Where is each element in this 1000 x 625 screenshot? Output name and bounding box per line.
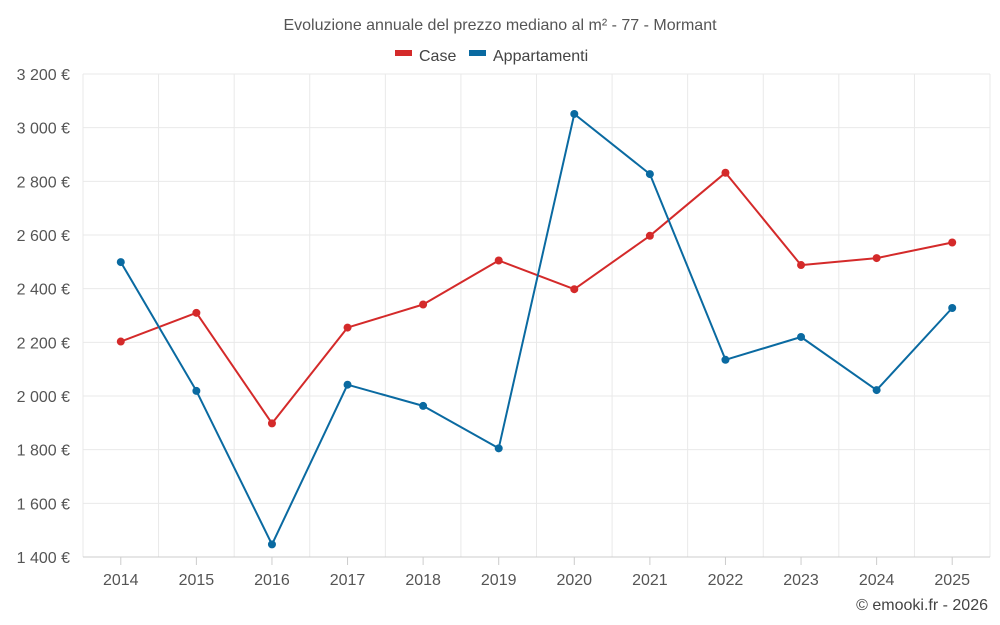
x-tick-label: 2025 xyxy=(934,572,970,589)
series xyxy=(116,109,957,549)
data-point-appartamenti[interactable] xyxy=(872,386,881,395)
x-tick-label: 2017 xyxy=(330,572,366,589)
x-tick-label: 2022 xyxy=(708,572,744,589)
data-point-case[interactable] xyxy=(192,308,201,317)
data-point-case[interactable] xyxy=(116,337,125,346)
data-point-appartamenti[interactable] xyxy=(267,540,276,549)
data-point-appartamenti[interactable] xyxy=(645,170,654,179)
legend-swatch-case xyxy=(395,50,412,56)
data-point-appartamenti[interactable] xyxy=(721,355,730,364)
data-point-appartamenti[interactable] xyxy=(419,401,428,410)
data-point-appartamenti[interactable] xyxy=(494,444,503,453)
data-point-case[interactable] xyxy=(645,231,654,240)
y-tick-label: 3 200 € xyxy=(17,67,70,84)
data-point-case[interactable] xyxy=(494,256,503,265)
data-point-case[interactable] xyxy=(343,323,352,332)
x-tick-label: 2024 xyxy=(859,572,895,589)
legend-label-appartamenti: Appartamenti xyxy=(493,48,588,65)
y-tick-label: 1 400 € xyxy=(17,550,70,567)
data-point-case[interactable] xyxy=(570,285,579,294)
x-tick-label: 2019 xyxy=(481,572,517,589)
grid xyxy=(82,73,991,557)
y-tick-label: 1 600 € xyxy=(17,496,70,513)
x-axis: 2014 2015 2016 2017 2018 2019 2020 2021 2022 2023… xyxy=(83,556,990,589)
data-point-case[interactable] xyxy=(872,254,881,263)
chart-title: Evoluzione annuale del prezzo mediano al… xyxy=(283,17,717,34)
y-tick-label: 2 400 € xyxy=(17,282,70,299)
x-tick-label: 2015 xyxy=(179,572,215,589)
y-tick-label: 2 600 € xyxy=(17,228,70,245)
data-point-appartamenti[interactable] xyxy=(948,303,957,312)
y-axis: 1 400 € 1 600 € 1 800 € 2 000 € 2 200 € 2 400… xyxy=(17,67,70,567)
data-point-case[interactable] xyxy=(267,419,276,428)
series-line-case xyxy=(120,171,953,425)
x-tick-label: 2021 xyxy=(632,572,668,589)
y-tick-label: 1 800 € xyxy=(17,443,70,460)
y-tick-label: 2 800 € xyxy=(17,174,70,191)
data-point-appartamenti[interactable] xyxy=(570,109,579,118)
y-tick-label: 3 000 € xyxy=(17,121,70,138)
x-tick-label: 2020 xyxy=(556,572,592,589)
data-point-case[interactable] xyxy=(419,300,428,309)
data-point-case[interactable] xyxy=(797,261,806,270)
x-tick-label: 2018 xyxy=(405,572,441,589)
data-point-appartamenti[interactable] xyxy=(343,380,352,389)
x-tick-label: 2014 xyxy=(103,572,139,589)
data-point-case[interactable] xyxy=(948,238,957,247)
legend-swatch-appartamenti xyxy=(469,50,486,56)
y-tick-label: 2 000 € xyxy=(17,389,70,406)
legend-item-appartamenti[interactable]: Appartamenti xyxy=(469,48,588,65)
series-line-appartamenti xyxy=(119,113,953,546)
legend: Case Appartamenti xyxy=(395,48,588,65)
x-tick-label: 2016 xyxy=(254,572,290,589)
legend-label-case: Case xyxy=(419,48,456,65)
y-tick-label: 2 200 € xyxy=(17,335,70,352)
credit-text: © emooki.fr - 2026 xyxy=(856,597,988,614)
data-point-appartamenti[interactable] xyxy=(797,332,806,341)
legend-item-case[interactable]: Case xyxy=(395,48,456,65)
data-point-case[interactable] xyxy=(721,168,730,177)
x-tick-label: 2023 xyxy=(783,572,819,589)
data-point-appartamenti[interactable] xyxy=(192,386,201,395)
data-point-appartamenti[interactable] xyxy=(116,258,125,267)
